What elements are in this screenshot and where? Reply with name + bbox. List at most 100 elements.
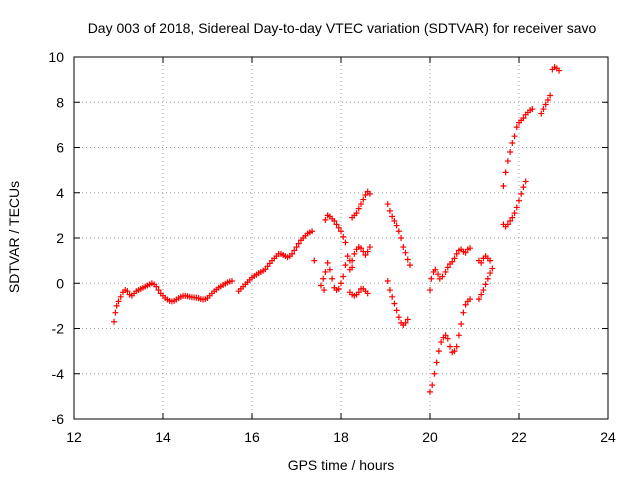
series-arc-7 — [349, 188, 373, 221]
x-tick-label: 24 — [600, 429, 616, 445]
series-arc-14 — [500, 178, 529, 230]
data-point — [117, 293, 124, 300]
data-point — [462, 301, 469, 308]
data-point — [364, 290, 371, 297]
data-point — [344, 253, 351, 260]
y-tick-label: 6 — [56, 140, 64, 156]
data-point — [467, 245, 474, 252]
series-arc-8 — [384, 201, 413, 269]
data-point — [540, 106, 547, 113]
data-point — [427, 388, 433, 395]
data-point — [513, 204, 520, 211]
data-point — [435, 348, 442, 355]
data-point — [458, 320, 465, 327]
data-point — [427, 287, 433, 294]
data-point — [404, 256, 411, 263]
data-point — [389, 293, 396, 300]
data-point — [346, 266, 353, 273]
data-point — [111, 318, 118, 325]
data-point — [393, 307, 400, 314]
data-point — [507, 218, 514, 225]
data-point — [366, 190, 373, 197]
data-point — [331, 218, 338, 225]
data-point — [504, 221, 511, 228]
data-point — [113, 302, 120, 309]
x-tick-label: 14 — [155, 429, 171, 445]
data-point — [439, 273, 446, 280]
data-point — [324, 259, 331, 266]
data-point — [513, 124, 520, 131]
data-point — [335, 224, 342, 231]
series-arc-5 — [346, 244, 373, 273]
data-point — [502, 169, 509, 176]
data-point — [447, 343, 454, 350]
x-tick-label: 18 — [333, 429, 349, 445]
data-point — [338, 280, 344, 287]
data-point — [462, 249, 469, 256]
data-point — [155, 287, 162, 294]
data-point — [478, 259, 485, 266]
data-point — [326, 266, 333, 273]
data-point — [395, 228, 402, 235]
x-tick-label: 22 — [511, 429, 527, 445]
data-point — [442, 268, 449, 275]
data-point — [442, 332, 449, 339]
data-point — [311, 257, 318, 264]
series-arc-16 — [538, 92, 554, 117]
data-point — [342, 239, 349, 246]
data-point — [115, 298, 122, 305]
data-point — [322, 268, 329, 275]
data-point — [435, 271, 442, 278]
data-point — [429, 382, 436, 389]
data-point — [538, 110, 545, 117]
data-point — [358, 245, 365, 252]
data-point — [522, 178, 529, 185]
x-axis-label: GPS time / hours — [288, 457, 395, 473]
data-point — [358, 201, 365, 208]
data-point — [516, 197, 522, 204]
data-point — [431, 370, 438, 377]
x-tick-label: 12 — [66, 429, 82, 445]
data-point — [489, 265, 496, 272]
data-point — [362, 192, 369, 199]
data-point — [335, 285, 342, 292]
data-point — [349, 257, 356, 264]
data-point — [449, 258, 456, 265]
data-point — [444, 264, 451, 271]
y-tick-label: 8 — [56, 94, 64, 110]
y-tick-label: -4 — [52, 366, 65, 382]
data-point — [438, 339, 445, 346]
series-arc-2 — [235, 228, 316, 295]
data-point — [500, 182, 507, 189]
data-point — [153, 283, 160, 290]
series-arc-1 — [111, 277, 235, 325]
y-tick-label: 4 — [56, 185, 64, 201]
plot-frame — [73, 56, 609, 420]
data-point — [400, 244, 407, 251]
data-point — [451, 255, 458, 262]
data-point — [444, 335, 451, 342]
data-point — [475, 296, 482, 303]
data-point — [360, 196, 367, 203]
y-tick-label: -2 — [52, 321, 65, 337]
data-point — [329, 275, 336, 282]
data-point — [402, 249, 409, 256]
data-point — [124, 288, 131, 295]
series-arc-17 — [549, 64, 563, 74]
data-marks — [111, 64, 563, 395]
data-point — [362, 251, 369, 258]
y-axis-label: SDTVAR / TECUs — [6, 181, 22, 293]
data-point — [293, 244, 300, 251]
grid — [74, 57, 608, 419]
y-tick-label: 10 — [48, 49, 64, 65]
data-point — [384, 201, 391, 208]
series-arc-12 — [475, 265, 496, 303]
data-point — [433, 359, 440, 366]
y-tick-label: 2 — [56, 230, 64, 246]
y-tick-label: -6 — [52, 411, 65, 427]
data-point — [398, 235, 405, 241]
data-point — [366, 244, 373, 251]
data-point — [112, 309, 119, 316]
